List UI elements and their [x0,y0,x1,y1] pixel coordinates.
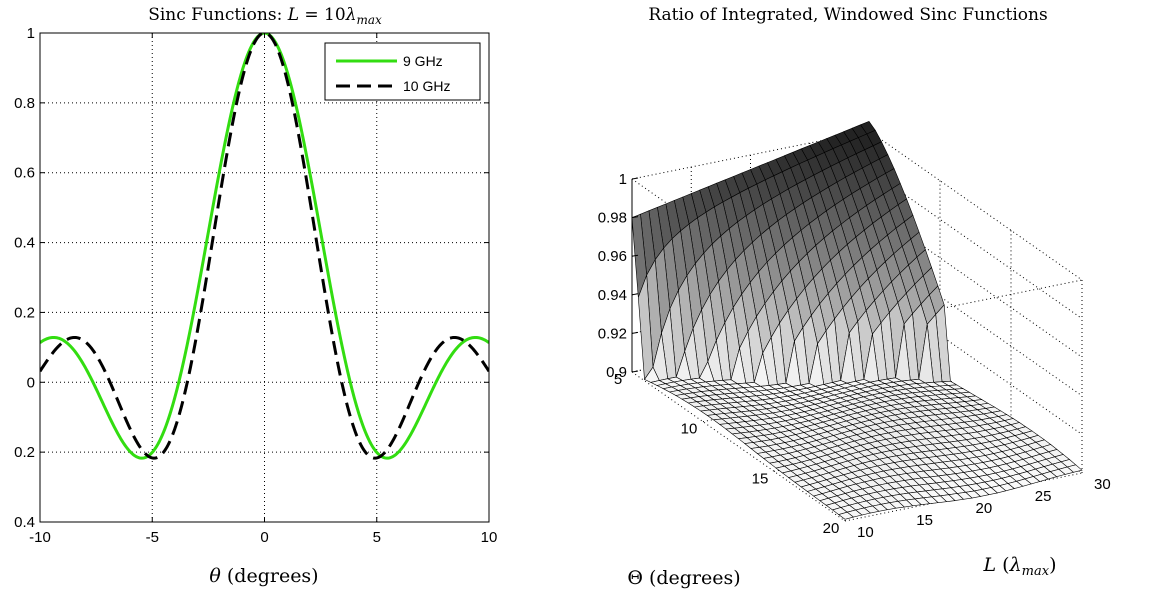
wall-gridline [868,169,1083,320]
wall-gridline [868,284,1083,435]
theta-tick-label: 15 [752,470,769,487]
legend-label-10ghz: 10 GHz [403,78,450,94]
x-tick-label: -10 [29,529,51,546]
sinc-ticks: -10 -5 0 5 10 0.4 0.2 0 0.2 0.4 0.6 0.8 1 [14,25,497,546]
x-tick-label: -5 [146,529,159,546]
y-tick-label: 0.4 [14,514,35,531]
z-tick [631,370,639,373]
z-tick-label: 0.9 [606,364,627,381]
sinc-legend: 9 GHz 10 GHz [324,42,481,101]
surface-mesh [631,121,1083,520]
z-tick-label: 0.96 [598,248,627,265]
L-tick-label: 30 [1094,476,1111,493]
floor-gridline [631,371,846,522]
z-tick-label: 0.98 [598,210,627,227]
sinc-chart: Sinc Functions: L = 10λmax -10 -5 0 5 100.40… [14,5,497,587]
sinc-grid [40,33,489,522]
y-tick-label: 1 [27,25,35,42]
sinc-chart-title: Sinc Functions: L = 10λmax [148,5,382,27]
theta-tick-label: 10 [681,421,698,438]
y-tick-label: 0.6 [14,165,35,182]
x-tick-label: 5 [373,529,381,546]
theta-tick-label: 5 [614,371,622,388]
z-tick-label: 1 [619,171,627,188]
z-tick [631,254,639,257]
L-tick-label: 10 [857,524,874,541]
surface-title: Ratio of Integrated, Windowed Sinc Funct… [648,5,1047,25]
y-tick-label: 0 [27,374,35,391]
legend-box [324,42,481,101]
z-tick [631,216,639,219]
wall-gridline [868,207,1083,358]
series-line-9ghz [40,33,489,460]
wall-gridline [868,130,1083,281]
sinc-xlabel: θ (degrees) [209,565,318,587]
surface-xlabel: Θ (degrees) [627,567,740,589]
z-tick [631,331,639,334]
theta-tick-label: 20 [823,520,840,537]
y-tick-label: 0.2 [14,304,35,321]
wall-gridline [868,246,1083,397]
x-tick-label: 0 [260,529,268,546]
surface-patch [838,511,855,520]
ratio-surface-chart: Ratio of Integrated, Windowed Sinc Funct… [598,5,1111,589]
z-tick-label: 0.92 [598,325,627,342]
z-tick-label: 0.94 [598,287,627,304]
surface-ylabel: L (λmax) [983,554,1057,579]
L-tick-label: 20 [976,500,993,517]
y-tick-label: 0.8 [14,95,35,112]
legend-label-9ghz: 9 GHz [403,53,443,69]
L-tick-label: 25 [1035,488,1052,505]
z-tick [631,293,639,296]
x-tick-label: 10 [481,529,498,546]
z-tick [631,177,639,180]
L-tick-label: 15 [916,512,933,529]
y-tick-label: 0.4 [14,235,35,252]
sinc-curves [40,33,489,460]
y-tick-label: 0.2 [14,444,35,461]
